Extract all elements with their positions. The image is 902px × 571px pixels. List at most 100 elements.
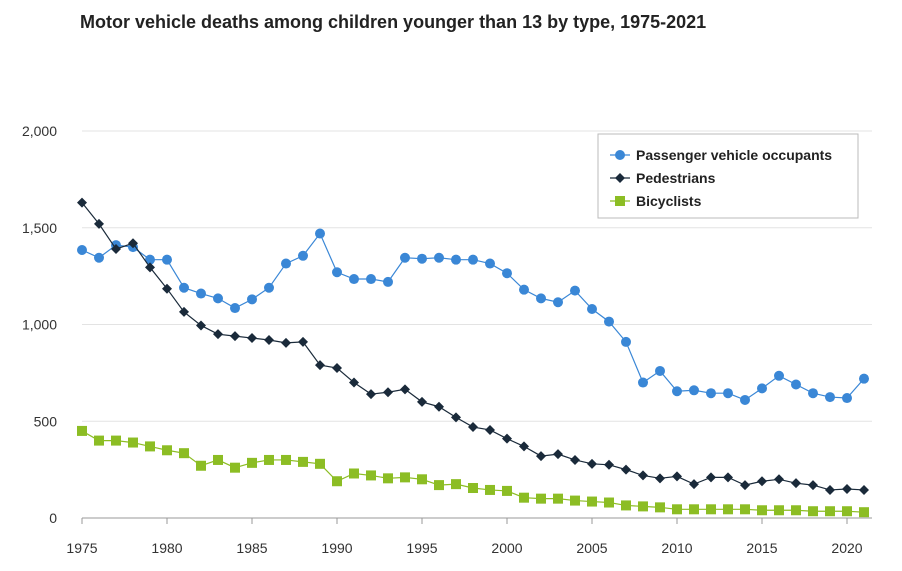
data-point xyxy=(94,435,104,446)
data-point xyxy=(570,285,580,296)
data-point xyxy=(366,470,376,481)
data-point xyxy=(519,441,529,452)
data-point xyxy=(128,437,138,448)
x-tick-label: 1990 xyxy=(321,540,352,556)
data-point xyxy=(281,454,291,465)
legend: Passenger vehicle occupants Pedestrians Bi… xyxy=(597,133,859,219)
data-point xyxy=(196,320,206,331)
data-point xyxy=(162,254,172,265)
data-point xyxy=(502,268,512,279)
data-point xyxy=(689,385,699,396)
data-point xyxy=(740,504,750,515)
data-point xyxy=(587,304,597,315)
data-point xyxy=(77,425,87,436)
legend-marker xyxy=(615,150,625,160)
data-point xyxy=(570,454,580,465)
data-point xyxy=(672,504,682,515)
data-point xyxy=(706,388,716,399)
data-point xyxy=(230,331,240,342)
x-tick-label: 1995 xyxy=(406,540,437,556)
data-point xyxy=(179,282,189,293)
series-2 xyxy=(77,425,869,518)
data-point xyxy=(536,493,546,504)
series-line xyxy=(81,202,865,491)
data-point xyxy=(604,459,614,470)
data-point xyxy=(825,484,835,495)
data-point xyxy=(536,451,546,462)
data-point xyxy=(757,476,767,487)
data-point xyxy=(553,449,563,460)
data-point xyxy=(383,473,393,484)
data-point xyxy=(400,252,410,263)
data-point xyxy=(604,316,614,327)
data-point xyxy=(196,460,206,471)
data-point xyxy=(196,288,206,299)
chart-title: Motor vehicle deaths among children youn… xyxy=(80,12,707,32)
data-point xyxy=(723,472,733,483)
data-point xyxy=(247,333,257,344)
legend-label: Bicyclists xyxy=(636,193,702,209)
data-point xyxy=(315,228,325,239)
data-point xyxy=(383,387,393,398)
data-point xyxy=(638,377,648,388)
data-point xyxy=(230,462,240,473)
data-point xyxy=(145,254,155,265)
data-point xyxy=(638,501,648,512)
data-point xyxy=(281,258,291,269)
data-point xyxy=(570,495,580,506)
data-point xyxy=(859,484,869,495)
data-point xyxy=(315,458,325,469)
data-point xyxy=(298,456,308,467)
data-point xyxy=(740,394,750,405)
data-point xyxy=(77,197,87,208)
data-point xyxy=(451,412,461,423)
data-point xyxy=(162,445,172,456)
data-point xyxy=(774,370,784,381)
data-point xyxy=(587,496,597,507)
y-tick-label: 2,000 xyxy=(22,123,57,139)
data-point xyxy=(655,473,665,484)
x-tick-label: 2010 xyxy=(661,540,692,556)
data-point xyxy=(621,336,631,347)
data-point xyxy=(808,388,818,399)
data-point xyxy=(502,485,512,496)
data-point xyxy=(349,377,359,388)
data-point xyxy=(400,384,410,395)
data-point xyxy=(366,389,376,400)
data-point xyxy=(417,474,427,485)
y-tick-label: 500 xyxy=(34,413,58,429)
data-point xyxy=(349,468,359,479)
y-axis-tick-labels: 0 500 1,000 1,500 2,000 xyxy=(22,123,57,526)
data-point xyxy=(553,297,563,308)
data-point xyxy=(230,303,240,314)
data-point xyxy=(842,506,852,517)
data-point xyxy=(825,392,835,403)
data-point xyxy=(247,457,257,468)
data-point xyxy=(621,464,631,475)
data-point xyxy=(451,479,461,490)
data-point xyxy=(808,480,818,491)
legend-label: Passenger vehicle occupants xyxy=(636,147,832,163)
data-point xyxy=(842,483,852,494)
data-point xyxy=(655,365,665,376)
data-point xyxy=(485,484,495,495)
data-point xyxy=(825,506,835,517)
data-point xyxy=(111,244,121,255)
data-point xyxy=(774,505,784,516)
data-point xyxy=(468,483,478,494)
data-point xyxy=(587,458,597,469)
data-point xyxy=(332,363,342,374)
data-point xyxy=(77,245,87,256)
data-point xyxy=(332,267,342,278)
data-point xyxy=(281,337,291,348)
data-point xyxy=(434,401,444,412)
data-point xyxy=(689,504,699,515)
data-point xyxy=(128,238,138,249)
y-tick-label: 0 xyxy=(49,510,57,526)
x-tick-label: 2015 xyxy=(746,540,777,556)
data-point xyxy=(213,454,223,465)
data-point xyxy=(366,274,376,285)
data-point xyxy=(400,472,410,483)
data-point xyxy=(672,386,682,397)
legend-box xyxy=(597,133,859,219)
